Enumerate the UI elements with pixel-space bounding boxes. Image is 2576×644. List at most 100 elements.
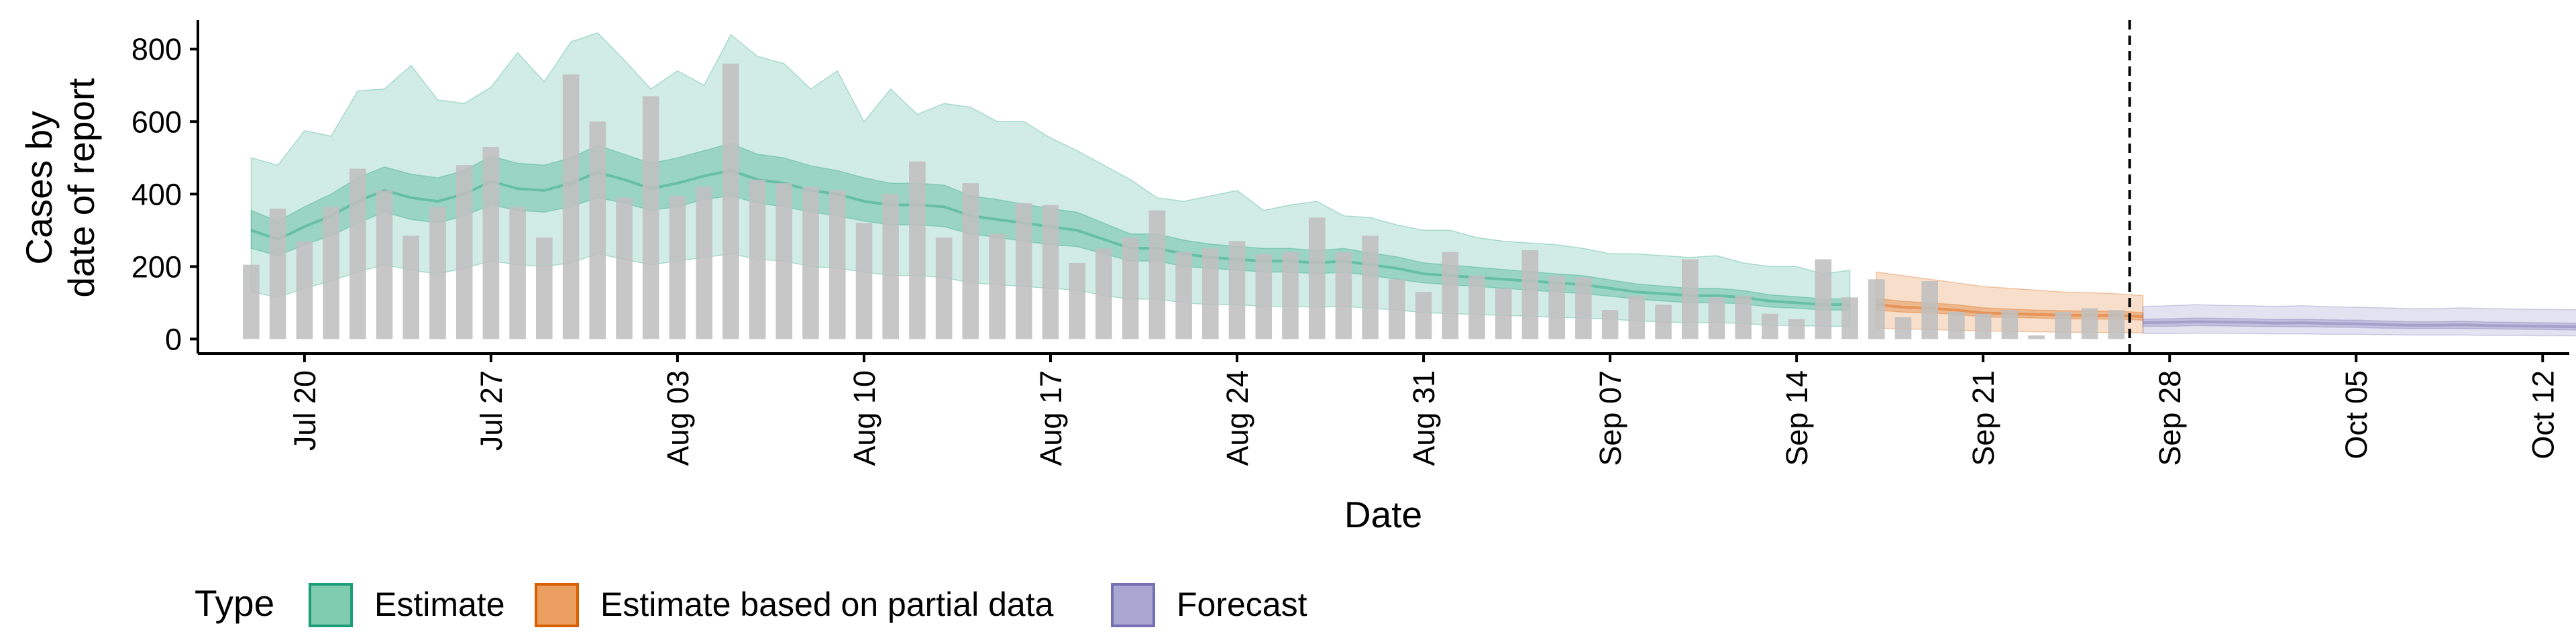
- reported-cases-bar: [616, 197, 633, 339]
- reported-cases-bar: [1788, 319, 1805, 339]
- x-tick-label: Aug 17: [1034, 370, 1068, 466]
- legend: Type Estimate Estimate based on partial …: [195, 582, 1307, 627]
- reported-cases-bar: [749, 179, 766, 339]
- reported-cases-bar: [1389, 279, 1405, 339]
- reported-cases-bar: [962, 183, 979, 339]
- reported-cases-bar: [828, 190, 846, 339]
- reported-cases-bar: [269, 208, 286, 339]
- reported-cases-bar: [1948, 311, 1965, 339]
- reported-cases-bar: [669, 196, 686, 339]
- reported-cases-bar: [1708, 297, 1725, 339]
- reported-cases-bar: [1308, 217, 1326, 339]
- reported-cases-bar: [1016, 203, 1032, 339]
- forecast-band-90: [2142, 304, 2576, 337]
- reported-cases-bar: [802, 186, 819, 339]
- y-tick-label: 600: [131, 105, 182, 139]
- reported-cases-bar: [429, 207, 446, 339]
- reported-cases-bar: [1042, 205, 1059, 339]
- x-ticks: Jul 20 Jul 27 Aug 03 Aug 10 Aug 17 Aug 24 Aug …: [288, 354, 2560, 466]
- reported-cases-bar: [775, 183, 793, 339]
- reported-cases-bar: [2081, 308, 2098, 339]
- reported-cases-bar: [1974, 313, 1992, 339]
- legend-swatch-estimate: [309, 583, 353, 627]
- reported-cases-bar: [1655, 305, 1672, 339]
- reported-cases-bars: [243, 63, 2125, 339]
- legend-swatch-partial: [535, 583, 579, 627]
- reported-cases-bar: [722, 63, 739, 339]
- reported-cases-bar: [323, 207, 339, 339]
- legend-label-forecast: Forecast: [1177, 586, 1307, 623]
- y-tick-label: 0: [165, 322, 182, 356]
- reported-cases-bar: [1575, 277, 1592, 339]
- reported-cases-bar: [243, 264, 260, 339]
- x-tick-label: Aug 24: [1220, 370, 1254, 466]
- x-tick-label: Jul 27: [474, 370, 508, 451]
- reported-cases-bar: [2055, 311, 2072, 339]
- reported-cases-bar: [1601, 310, 1619, 339]
- reported-cases-bar: [402, 235, 419, 339]
- y-ticks: 0 200 400 600 800: [131, 32, 198, 356]
- reported-cases-bar: [1735, 295, 1752, 339]
- x-tick-label: Aug 10: [847, 370, 881, 466]
- reported-cases-bar: [935, 237, 953, 339]
- reported-cases-bar: [509, 207, 526, 339]
- reported-cases-bar: [909, 161, 926, 339]
- axes: [197, 20, 2569, 355]
- y-axis-title-line2: date of report: [60, 78, 102, 297]
- reported-cases-bar: [1255, 254, 1273, 339]
- reported-cases-bar: [296, 241, 313, 339]
- reported-cases-bar: [350, 168, 366, 339]
- reported-cases-bar: [1521, 250, 1539, 339]
- forecast-band-50: [2142, 317, 2576, 331]
- reported-cases-bar: [589, 121, 606, 339]
- x-tick-label: Oct 05: [2339, 370, 2373, 460]
- x-tick-label: Sep 07: [1593, 370, 1627, 466]
- reported-cases-bar: [642, 96, 659, 339]
- reported-cases-bar: [1069, 262, 1085, 339]
- reported-cases-bar: [1815, 259, 1832, 339]
- partial-band-50: [1876, 298, 2144, 321]
- partial-band-90: [1876, 271, 2144, 333]
- reported-cases-bar: [1548, 275, 1565, 339]
- x-tick-label: Aug 31: [1407, 370, 1441, 466]
- reported-cases-bar: [1335, 252, 1352, 339]
- reported-cases-bar: [482, 147, 500, 339]
- reported-cases-bar: [1868, 279, 1885, 339]
- reported-cases-bar: [1495, 288, 1512, 339]
- x-tick-label: Sep 14: [1780, 370, 1814, 466]
- reported-cases-bar: [1894, 317, 1912, 339]
- reported-cases-bar: [1148, 210, 1166, 339]
- reported-cases-bar: [2028, 335, 2045, 339]
- y-tick-label: 400: [131, 177, 182, 211]
- reported-cases-bar: [376, 190, 393, 339]
- legend-label-partial: Estimate based on partial data: [600, 586, 1054, 623]
- reported-cases-bar: [696, 186, 712, 339]
- reported-cases-bar: [1282, 252, 1299, 339]
- x-tick-label: Sep 28: [2153, 370, 2187, 466]
- reported-cases-bar: [2108, 310, 2125, 339]
- reported-cases-bar: [1442, 252, 1459, 339]
- y-axis-title-line1: Cases by: [18, 111, 60, 265]
- reported-cases-bar: [562, 74, 580, 339]
- y-tick-label: 800: [131, 32, 182, 66]
- reported-cases-bar: [1362, 235, 1379, 339]
- reported-cases-bar: [536, 237, 553, 339]
- reported-cases-bar: [2001, 310, 2019, 339]
- x-tick-label: Sep 21: [1966, 370, 2000, 466]
- legend-swatch-forecast: [1111, 583, 1155, 627]
- forecast-median-line: [2143, 320, 2576, 329]
- reported-cases-bar: [1122, 237, 1139, 339]
- reported-cases-bar: [1202, 248, 1219, 339]
- reported-cases-bar: [1228, 241, 1246, 339]
- legend-label-estimate: Estimate: [374, 586, 505, 623]
- x-tick-label: Jul 20: [288, 370, 322, 451]
- reported-cases-bar: [1682, 259, 1699, 339]
- reported-cases-bar: [1921, 281, 1938, 339]
- legend-title: Type: [195, 582, 274, 624]
- y-tick-label: 200: [131, 250, 182, 284]
- reported-cases-bar: [1095, 248, 1112, 339]
- reported-cases-bar: [455, 165, 473, 339]
- x-tick-label: Oct 12: [2526, 370, 2560, 460]
- reported-cases-bar: [1628, 295, 1646, 339]
